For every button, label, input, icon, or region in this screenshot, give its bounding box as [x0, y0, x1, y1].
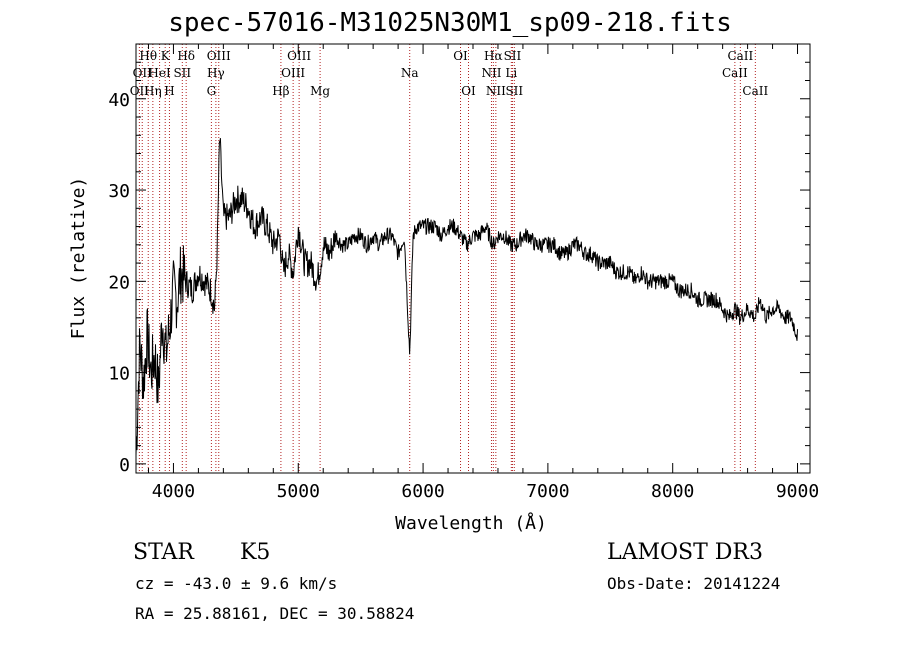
line-label-15: Mg	[310, 84, 330, 98]
line-label-16: Na	[401, 66, 419, 80]
line-label-26: CaII	[727, 49, 753, 63]
line-label-1: OII	[133, 66, 153, 80]
x-tick-label: 7000	[526, 481, 569, 502]
x-tick-label: 5000	[277, 481, 320, 502]
line-label-24: SII	[505, 84, 523, 98]
line-label-13: OIII	[281, 66, 305, 80]
line-label-12: Hβ	[272, 84, 289, 98]
x-tick-label: 8000	[651, 481, 694, 502]
y-tick-label: 10	[108, 364, 130, 385]
y-tick-label: 0	[119, 455, 130, 476]
line-label-4: HeI	[148, 66, 171, 80]
line-label-8: Hδ	[177, 49, 195, 63]
line-label-18: OI	[461, 84, 476, 98]
line-label-10: Hγ	[207, 66, 225, 80]
spectral-line-markers	[138, 44, 756, 473]
line-label-2: Hθ	[139, 49, 157, 63]
coordinates: RA = 25.88161, DEC = 30.58824	[135, 604, 415, 623]
redshift-value: cz = -43.0 ± 9.6 km/s	[135, 574, 338, 593]
line-label-25: CaII	[722, 66, 748, 80]
line-label-27: CaII	[742, 84, 768, 98]
x-tick-label: 4000	[152, 481, 195, 502]
line-label-3: Hη	[144, 84, 162, 98]
object-class: STAR	[133, 540, 194, 565]
line-label-21: NII	[486, 84, 506, 98]
line-label-11: OIII	[207, 49, 231, 63]
line-label-22: Li	[505, 66, 517, 80]
x-tick-label: 9000	[776, 481, 819, 502]
y-tick-label: 40	[108, 90, 130, 111]
x-tick-label: 6000	[401, 481, 444, 502]
line-label-6: H	[164, 84, 174, 98]
object-subclass: K5	[240, 540, 271, 565]
plot-frame	[135, 43, 811, 474]
x-axis-label: Wavelength (Å)	[395, 512, 547, 534]
spectral-line-labels: OII OII Hθ Hη HeI K H SII Hδ G Hγ OIII Hβ OIII OIII Mg N…	[130, 49, 769, 98]
line-label-0: OII	[130, 84, 150, 98]
spectrum-series	[135, 138, 798, 456]
survey-name: LAMOST DR3	[607, 540, 763, 565]
line-label-20: Hα	[484, 49, 503, 63]
line-label-7: SII	[173, 66, 191, 80]
line-label-17: OI	[453, 49, 468, 63]
line-label-14: OIII	[287, 49, 311, 63]
line-label-23: SII	[504, 49, 522, 63]
axis-ticks: 4000 5000 6000 7000 8000 9000 0 10 20 30 40	[108, 44, 819, 502]
y-tick-label: 20	[108, 272, 130, 293]
y-axis-label: Flux (relative)	[68, 177, 89, 340]
chart-title: spec-57016-M31025N30M1_sp09-218.fits	[168, 8, 732, 38]
line-label-5: K	[161, 49, 171, 63]
y-tick-label: 30	[108, 181, 130, 202]
line-label-19: NII	[481, 66, 501, 80]
line-label-9: G	[207, 84, 217, 98]
obs-date: Obs-Date: 20141224	[607, 574, 781, 593]
